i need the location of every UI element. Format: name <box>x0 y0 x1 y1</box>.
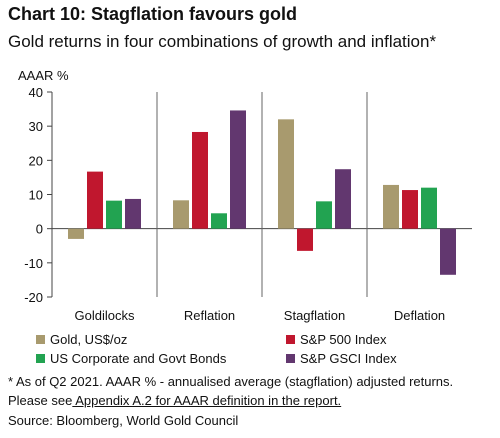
legend-label-gsci: S&P GSCI Index <box>300 351 397 366</box>
bar-gold-us-oz-stagflation <box>278 119 294 229</box>
x-tick-label-deflation: Deflation <box>394 308 445 323</box>
bar-gold-us-oz-deflation <box>383 184 399 229</box>
y-tick-label: -10 <box>24 256 43 271</box>
bar-sandp-gsci-index-deflation <box>440 228 456 275</box>
chart-subtitle: Gold returns in four combinations of gro… <box>8 32 437 51</box>
x-tick-label-goldilocks: Goldilocks <box>75 308 135 323</box>
bar-sandp-gsci-index-reflation <box>230 110 246 229</box>
y-tick-label: 40 <box>29 85 43 100</box>
bar-chart: AAAR % 40 30 20 10 0 -10 -20 Goldilocks Reflatio… <box>18 68 472 323</box>
bar-sandp-gsci-index-stagflation <box>335 169 351 229</box>
x-tick-label-reflation: Reflation <box>184 308 235 323</box>
legend-swatch-gsci <box>286 354 295 363</box>
bar-sandp-500-index-reflation <box>192 131 208 229</box>
y-tick-label: 20 <box>29 153 43 168</box>
y-tick-label: 10 <box>29 188 43 203</box>
chart-title: Chart 10: Stagflation favours gold <box>8 4 298 24</box>
footnote-appendix-prefix: Please see <box>8 393 73 408</box>
legend-item-sp500: S&P 500 Index <box>286 332 387 347</box>
bar-sandp-500-index-deflation <box>402 190 418 229</box>
bar-us-corporate-and-govt-bonds-deflation <box>421 187 437 229</box>
footnote-appendix: Please see Appendix A.2 for AAAR definit… <box>8 393 341 408</box>
y-tick-label: -20 <box>24 290 43 305</box>
bar-us-corporate-and-govt-bonds-stagflation <box>316 201 332 229</box>
source-note: Source: Bloomberg, World Gold Council <box>8 413 239 428</box>
legend-label-bonds: US Corporate and Govt Bonds <box>50 351 227 366</box>
legend-swatch-sp500 <box>286 335 295 344</box>
legend-label-sp500: S&P 500 Index <box>300 332 387 347</box>
footnote: * As of Q2 2021. AAAR % - annualised ave… <box>8 374 454 389</box>
bar-gold-us-oz-goldilocks <box>68 228 84 239</box>
legend-swatch-bonds <box>36 354 45 363</box>
appendix-link[interactable]: Appendix A.2 for AAAR definition in the … <box>72 393 342 408</box>
legend-item-bonds: US Corporate and Govt Bonds <box>36 351 226 366</box>
bar-sandp-500-index-stagflation <box>297 228 313 251</box>
bar-sandp-gsci-index-goldilocks <box>125 198 141 229</box>
y-tick-label: 0 <box>36 222 43 237</box>
x-tick-label-stagflation: Stagflation <box>284 308 345 323</box>
legend-swatch-gold <box>36 335 45 344</box>
plot-area: 40 30 20 10 0 -10 -20 Goldilocks Reflation Stagfl… <box>24 85 472 323</box>
bar-us-corporate-and-govt-bonds-reflation <box>211 213 227 229</box>
y-tick-label: 30 <box>29 119 43 134</box>
bar-us-corporate-and-govt-bonds-goldilocks <box>106 200 122 229</box>
legend-item-gold: Gold, US$/oz <box>36 332 127 347</box>
y-axis-label: AAAR % <box>18 68 69 83</box>
bar-gold-us-oz-reflation <box>173 200 189 229</box>
legend-label-gold: Gold, US$/oz <box>50 332 128 347</box>
legend-item-gsci: S&P GSCI Index <box>286 351 397 366</box>
bar-sandp-500-index-goldilocks <box>87 171 103 229</box>
